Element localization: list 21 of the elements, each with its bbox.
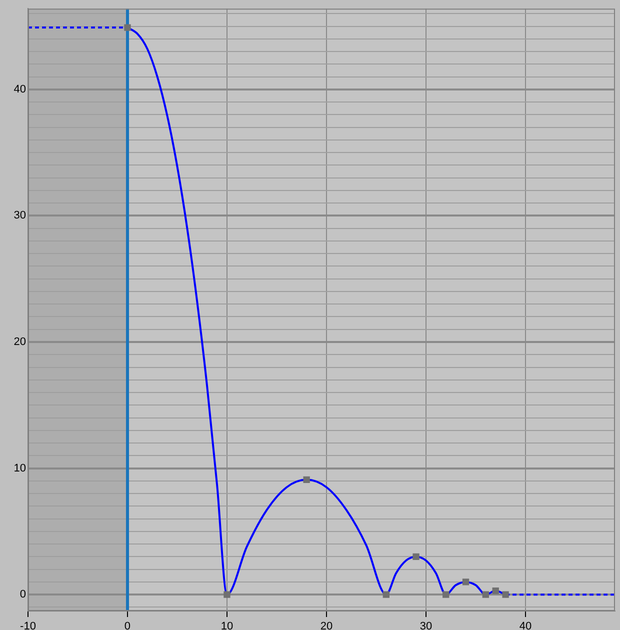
point	[382, 591, 390, 598]
point	[224, 591, 230, 598]
point	[492, 587, 499, 594]
y-tick-label: 30	[14, 210, 26, 222]
x-tick-label: 20	[320, 620, 333, 630]
x-tick-label: -10	[20, 620, 36, 630]
x-tick-label: 10	[220, 620, 234, 630]
point	[502, 591, 509, 598]
y-tick-label: 10	[14, 462, 26, 474]
y-tick-label: 40	[14, 83, 26, 96]
point	[124, 24, 131, 31]
x-tick-label: 30	[420, 620, 432, 630]
y-tick-label: 0	[20, 588, 26, 601]
x-tick-label: 40	[519, 620, 532, 630]
y-tick-label: 20	[14, 336, 26, 348]
point	[482, 591, 489, 598]
x-tick-label: 0	[124, 620, 131, 630]
point	[462, 578, 470, 586]
point	[412, 553, 420, 560]
point	[303, 476, 310, 483]
point	[442, 591, 450, 598]
